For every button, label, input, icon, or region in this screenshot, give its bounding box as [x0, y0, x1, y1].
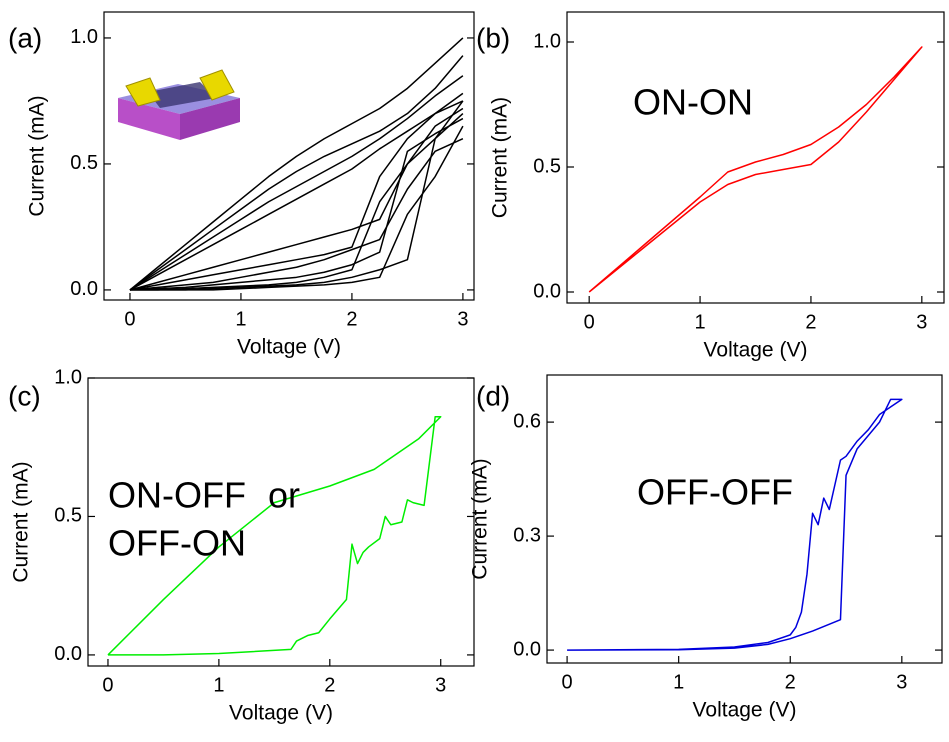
x-tick-label: 2 [346, 308, 357, 330]
x-axis-label: Voltage (V) [237, 336, 341, 359]
y-tick-label: 0.0 [513, 638, 541, 660]
inset-lattice [148, 82, 216, 108]
inset-electrode [199, 69, 235, 101]
data-line [129, 112, 464, 291]
y-tick-label: 0.5 [70, 152, 98, 174]
y-tick-label: 0.6 [513, 410, 541, 432]
y-tick-label: 0.0 [533, 280, 561, 302]
x-tick-label: 1 [213, 674, 224, 696]
x-tick-label: 1 [694, 311, 705, 333]
x-tick-label: 3 [457, 308, 468, 330]
panel-label: (d) [476, 380, 510, 411]
device-inset [118, 69, 240, 140]
y-axis-label: Current (mA) [10, 461, 33, 582]
x-axis-label: Voltage (V) [229, 702, 333, 725]
x-tick-label: 3 [896, 671, 907, 693]
data-line [107, 416, 442, 656]
annotation: OFF-ON [108, 523, 246, 564]
y-tick-label: 0.0 [54, 643, 82, 665]
inset-side [118, 98, 180, 140]
annotation: OFF-OFF [637, 472, 793, 513]
x-tick-label: 2 [785, 671, 796, 693]
data-line [567, 398, 903, 651]
data-line [129, 55, 464, 291]
y-tick-label: 0.5 [533, 155, 561, 177]
data-line [129, 138, 464, 291]
y-tick-label: 1.0 [533, 30, 561, 52]
panel-label: (a) [8, 22, 42, 53]
x-axis-label: Voltage (V) [693, 699, 797, 722]
data-line [129, 37, 464, 291]
plot-frame [87, 377, 475, 667]
x-tick-label: 3 [916, 311, 927, 333]
x-tick-label: 0 [124, 308, 135, 330]
x-tick-label: 2 [805, 311, 816, 333]
y-axis-label: Current (mA) [26, 95, 49, 216]
y-axis-label: Current (mA) [489, 97, 512, 218]
y-tick-label: 1.0 [54, 366, 82, 388]
inset-side [180, 98, 240, 140]
y-tick-label: 0.5 [54, 505, 82, 527]
annotation: ON-ON [633, 82, 753, 123]
plot-frame [566, 11, 945, 304]
data-line [129, 92, 464, 291]
x-tick-label: 0 [562, 671, 573, 693]
inset-electrode [125, 77, 161, 107]
y-tick-label: 1.0 [70, 26, 98, 48]
x-tick-label: 0 [584, 311, 595, 333]
panel-label: (b) [476, 22, 510, 53]
panel-label: (c) [8, 380, 41, 411]
plot-frame [103, 11, 475, 301]
plot-frame [546, 374, 943, 664]
x-tick-label: 2 [324, 674, 335, 696]
y-tick-label: 0.3 [513, 524, 541, 546]
data-line [129, 75, 464, 291]
x-tick-label: 3 [435, 674, 446, 696]
x-tick-label: 1 [673, 671, 684, 693]
annotation: or [268, 475, 300, 516]
y-tick-label: 0.0 [70, 278, 98, 300]
data-line [588, 46, 923, 293]
x-tick-label: 0 [102, 674, 113, 696]
x-tick-label: 1 [235, 308, 246, 330]
data-line [129, 100, 464, 291]
annotation: ON-OFF [108, 475, 246, 516]
data-line [129, 125, 464, 291]
x-axis-label: Voltage (V) [704, 339, 808, 362]
data-line [129, 117, 464, 291]
y-axis-label: Current (mA) [469, 458, 492, 579]
